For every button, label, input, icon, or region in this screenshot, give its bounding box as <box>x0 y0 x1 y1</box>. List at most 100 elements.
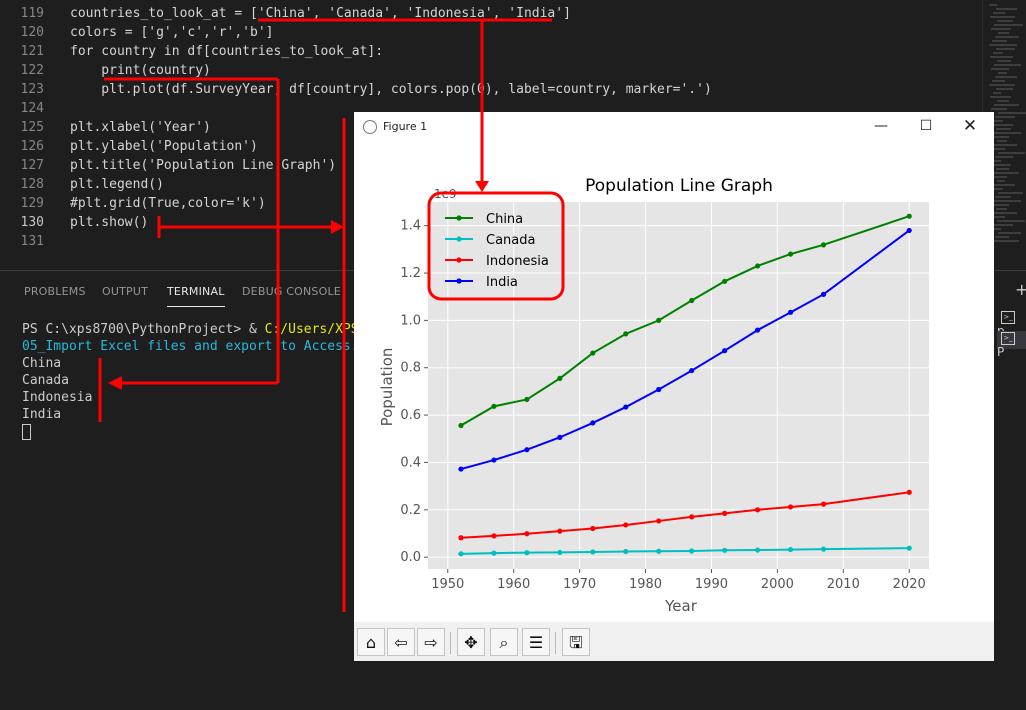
code-line[interactable]: 119 countries_to_look_at = ['China', 'Can… <box>0 4 982 23</box>
code-text[interactable]: countries_to_look_at = ['China', 'Canada… <box>70 6 571 21</box>
tab-debug-console[interactable]: DEBUG CONSOLE <box>242 285 341 298</box>
code-line[interactable]: 120 colors = ['g','c','r','b'] <box>0 23 982 42</box>
legend-marker-indonesia <box>456 257 462 263</box>
code-line[interactable]: 123 plt.plot(df.SurveyYear, df[country],… <box>0 80 982 99</box>
close-button[interactable]: ✕ <box>962 116 978 136</box>
x-tick-label: 1960 <box>497 577 530 592</box>
tab-problems[interactable]: PROBLEMS <box>24 285 86 298</box>
line-number: 122 <box>20 63 44 78</box>
data-point-china <box>722 278 728 284</box>
data-point-china <box>787 251 794 257</box>
data-point-indonesia <box>656 518 662 524</box>
save-floppy-icon[interactable]: 🖫 <box>562 628 590 656</box>
line-number: 121 <box>20 44 44 59</box>
terminal-list-item[interactable]: >_ P <box>997 331 1026 359</box>
data-point-canada <box>623 548 629 555</box>
data-point-china <box>623 331 629 337</box>
data-point-indonesia <box>722 510 728 516</box>
code-text[interactable]: plt.title('Population Line Graph') <box>70 158 337 173</box>
y-tick-label: 0.4 <box>400 455 421 470</box>
minimize-button[interactable]: — <box>874 118 888 134</box>
minimap-line <box>996 208 1007 210</box>
minimap-line <box>991 148 1005 150</box>
code-text[interactable]: for country in df[countries_to_look_at]: <box>70 44 384 59</box>
minimap-line <box>989 124 1013 126</box>
code-text[interactable]: plt.ylabel('Population') <box>70 139 258 154</box>
minimap-line <box>994 64 1021 66</box>
minimap-line <box>997 220 1025 222</box>
code-line[interactable]: 121 for country in df[countries_to_look_a… <box>0 42 982 61</box>
minimap-line <box>990 136 1009 138</box>
annotation-arrowhead <box>108 376 122 390</box>
plot-area <box>428 202 929 569</box>
minimap-line <box>991 228 1001 230</box>
minimap-line <box>992 40 1007 42</box>
toolbar-separator <box>450 632 451 654</box>
minimap-line <box>994 104 1019 106</box>
terminal-icon: >_ <box>1001 332 1015 345</box>
data-point-canada <box>524 550 530 556</box>
y-tick-label: 0.6 <box>400 408 421 423</box>
data-point-india <box>755 327 761 333</box>
code-text[interactable]: #plt.grid(True,color='k') <box>70 196 266 211</box>
legend-marker-india <box>456 278 462 284</box>
new-terminal-plus-icon[interactable]: + <box>1015 280 1026 299</box>
data-point-china <box>906 213 912 219</box>
legend-label-canada: Canada <box>486 233 535 248</box>
data-point-indonesia <box>524 531 530 537</box>
data-point-canada <box>689 548 695 554</box>
tab-output[interactable]: OUTPUT <box>102 285 149 298</box>
home-icon[interactable]: ⌂ <box>357 628 385 656</box>
minimap-line <box>991 188 1003 190</box>
figure-titlebar[interactable]: Figure 1 — ☐ ✕ <box>354 112 994 142</box>
code-line[interactable]: 127 plt.title('Population Line Graph') <box>0 156 982 175</box>
code-text[interactable]: plt.legend() <box>70 177 164 192</box>
code-text[interactable]: print(country) <box>70 63 211 78</box>
code-line[interactable]: 125 plt.xlabel('Year') <box>0 118 982 137</box>
code-line[interactable]: 130 plt.show() <box>0 213 982 232</box>
data-point-indonesia <box>491 533 497 539</box>
data-point-indonesia <box>820 501 827 507</box>
minimap-line <box>998 32 1009 34</box>
minimap-line <box>995 76 1017 78</box>
minimap-line <box>991 28 1011 30</box>
x-tick-label: 2010 <box>827 577 860 592</box>
code-line[interactable]: 122 print(country) <box>0 61 982 80</box>
pan-move-icon[interactable]: ✥ <box>457 628 485 656</box>
data-point-canada <box>820 546 827 552</box>
code-line[interactable]: 129 #plt.grid(True,color='k') <box>0 194 982 213</box>
legend-label-china: China <box>486 212 523 227</box>
minimap-line <box>994 24 1023 26</box>
minimap-line <box>989 204 1009 206</box>
code-text[interactable]: plt.plot(df.SurveyYear, df[country], col… <box>70 82 712 97</box>
back-arrow-icon[interactable]: ⇦ <box>387 628 415 656</box>
data-point-india <box>491 457 497 463</box>
data-point-indonesia <box>787 504 794 510</box>
code-line[interactable]: 126 plt.ylabel('Population') <box>0 137 982 156</box>
minimap-line <box>994 224 1013 226</box>
data-point-india <box>590 420 596 426</box>
tab-terminal[interactable]: TERMINAL <box>167 285 225 307</box>
terminal-command-continued: 05_Import Excel files and export to Acce… <box>22 339 383 354</box>
annotation-arrowhead <box>331 220 344 234</box>
forward-arrow-icon[interactable]: ⇨ <box>417 628 445 656</box>
code-text[interactable]: colors = ['g','c','r','b'] <box>70 25 274 40</box>
configure-subplots-icon[interactable]: ☰ <box>522 628 550 656</box>
data-point-china <box>557 375 563 381</box>
data-point-indonesia <box>590 525 596 532</box>
maximize-button[interactable]: ☐ <box>919 118 933 134</box>
code-text[interactable]: plt.show() <box>70 215 149 230</box>
code-text[interactable]: plt.xlabel('Year') <box>70 120 211 135</box>
data-point-canada <box>590 549 596 555</box>
code-line[interactable]: 128 plt.legend() <box>0 175 982 194</box>
zoom-magnifier-icon[interactable]: ⌕ <box>490 628 518 656</box>
data-point-china <box>458 422 464 429</box>
code-line[interactable]: 131 <box>0 232 982 251</box>
data-point-canada <box>755 547 761 553</box>
minimap-line <box>993 212 1017 214</box>
data-point-china <box>524 396 530 403</box>
data-point-india <box>656 386 662 393</box>
code-line[interactable]: 124 <box>0 99 982 118</box>
data-point-indonesia <box>689 514 695 520</box>
x-tick-label: 1970 <box>563 577 596 592</box>
